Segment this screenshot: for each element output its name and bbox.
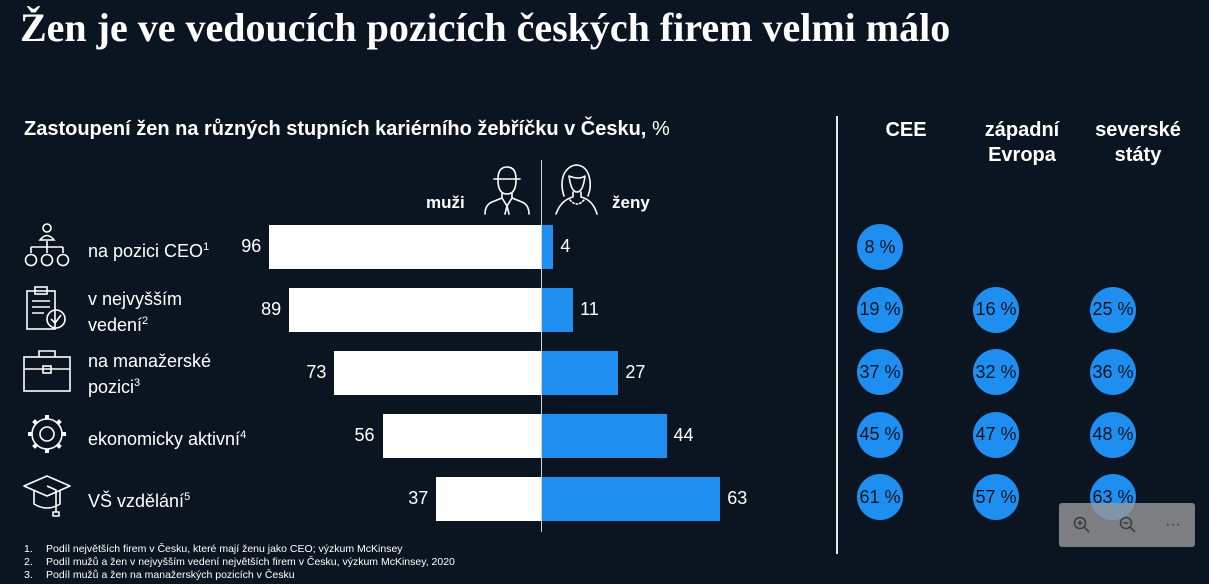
column-header-nordic: severské státy xyxy=(1082,118,1194,168)
row-label-economically-active: ekonomicky aktivní4 xyxy=(88,424,246,450)
percent-bubble: 47 % xyxy=(973,411,1019,458)
zoom-out-button[interactable] xyxy=(1119,516,1137,534)
percent-bubble: 48 % xyxy=(1090,411,1136,458)
bar-women xyxy=(542,351,619,395)
clipboard-check-icon xyxy=(26,286,66,330)
percent-bubble: 16 % xyxy=(973,286,1019,333)
value-label-men: 89 xyxy=(261,299,282,319)
footnote-number: 2. xyxy=(24,556,33,568)
percent-bubble: 37 % xyxy=(857,349,903,395)
page-title: Žen je ve vedoucích pozicích českých fir… xyxy=(20,5,951,50)
footnote-marker: 3 xyxy=(134,377,141,389)
org-chart-icon xyxy=(24,223,70,267)
row-label-management: na manažerské pozici3 xyxy=(88,350,211,398)
row-label-text: v nejvyšším xyxy=(88,289,183,309)
bar-men xyxy=(334,351,541,395)
subtitle-text: Zastoupení žen na různých stupních karié… xyxy=(24,118,647,140)
zoom-out-icon xyxy=(1119,516,1136,533)
woman-icon xyxy=(555,164,598,215)
footnote-text: Podíl největších firem v Česku, které ma… xyxy=(46,543,403,555)
column-divider xyxy=(836,116,838,554)
chart-center-axis xyxy=(541,160,542,532)
value-label-women: 44 xyxy=(673,425,694,445)
footnote-number: 3. xyxy=(24,569,33,581)
row-label-text: ekonomicky aktivní xyxy=(88,429,241,449)
percent-bubble: 45 % xyxy=(857,411,903,458)
column-header-cee: CEE xyxy=(885,119,927,141)
row-label-ceo: na pozici CEO1 xyxy=(88,236,209,262)
footnote-3: 3. Podíl mužů a žen na manažerských pozic… xyxy=(24,569,295,581)
column-header-line: státy xyxy=(1114,144,1162,166)
bar-women xyxy=(542,288,574,332)
percent-bubble: 19 % xyxy=(857,286,903,333)
legend-men: muži xyxy=(426,193,465,212)
row-label-top-management: v nejvyšším vedení2 xyxy=(88,288,182,336)
value-label-men: 73 xyxy=(306,362,327,382)
footnote-marker: 1 xyxy=(203,241,210,253)
bar-men xyxy=(436,477,541,521)
percent-bubble: 8 % xyxy=(857,224,903,270)
row-label-text: na manažerské xyxy=(88,351,212,371)
bar-men xyxy=(269,225,541,269)
percent-bubble: 36 % xyxy=(1090,349,1136,395)
footnote-text: Podíl mužů a žen v nejvyšším vedení nejv… xyxy=(46,556,455,568)
column-header-line: západní xyxy=(984,119,1060,141)
value-label-men: 37 xyxy=(408,488,429,508)
footnote-2: 2. Podíl mužů a žen v nejvyšším vedení ne… xyxy=(24,556,455,568)
zoom-in-icon xyxy=(1073,516,1090,533)
row-label-text: pozici xyxy=(88,377,135,397)
percent-bubble: 61 % xyxy=(857,474,903,520)
value-label-women: 27 xyxy=(625,362,646,382)
column-header-western-europe: západní Evropa xyxy=(970,118,1074,168)
row-label-text: VŠ vzdělání xyxy=(88,491,185,511)
footnote-marker: 5 xyxy=(184,491,191,503)
footnote-marker: 4 xyxy=(240,429,247,441)
row-label-text: vedení xyxy=(88,315,143,335)
bar-women xyxy=(542,225,554,269)
legend-women: ženy xyxy=(612,193,650,212)
bar-women xyxy=(542,477,721,521)
footnote-1: 1. Podíl největších firem v Česku, které … xyxy=(24,543,403,555)
footnote-text: Podíl mužů a žen na manažerských pozicíc… xyxy=(46,569,295,581)
briefcase-icon xyxy=(23,350,71,392)
column-header-line: Evropa xyxy=(988,144,1056,166)
man-icon xyxy=(484,166,530,215)
subtitle-unit: % xyxy=(651,118,670,140)
value-label-men: 96 xyxy=(241,236,262,256)
zoom-toolbar: ··· xyxy=(1059,503,1195,547)
column-header-line: severské xyxy=(1095,119,1181,141)
percent-bubble: 57 % xyxy=(973,474,1019,520)
footnote-number: 1. xyxy=(24,543,33,555)
more-options-button[interactable]: ··· xyxy=(1165,516,1181,534)
bar-men xyxy=(382,414,541,458)
graduation-cap-icon xyxy=(23,475,71,517)
value-label-women: 63 xyxy=(727,488,748,508)
value-label-women: 11 xyxy=(580,299,599,319)
percent-bubble: 32 % xyxy=(973,349,1019,395)
zoom-in-button[interactable] xyxy=(1073,516,1091,534)
chart-subtitle: Zastoupení žen na různých stupních karié… xyxy=(24,118,670,141)
bar-men xyxy=(289,288,541,332)
row-label-university: VŠ vzdělání5 xyxy=(88,486,190,512)
value-label-women: 4 xyxy=(560,236,571,256)
footnote-marker: 2 xyxy=(142,315,149,327)
more-icon: ··· xyxy=(1165,516,1181,533)
row-label-text: na pozici CEO xyxy=(88,241,204,261)
value-label-men: 56 xyxy=(354,425,375,445)
gear-icon xyxy=(28,415,66,453)
bar-women xyxy=(542,414,667,458)
percent-bubble: 25 % xyxy=(1090,286,1136,333)
